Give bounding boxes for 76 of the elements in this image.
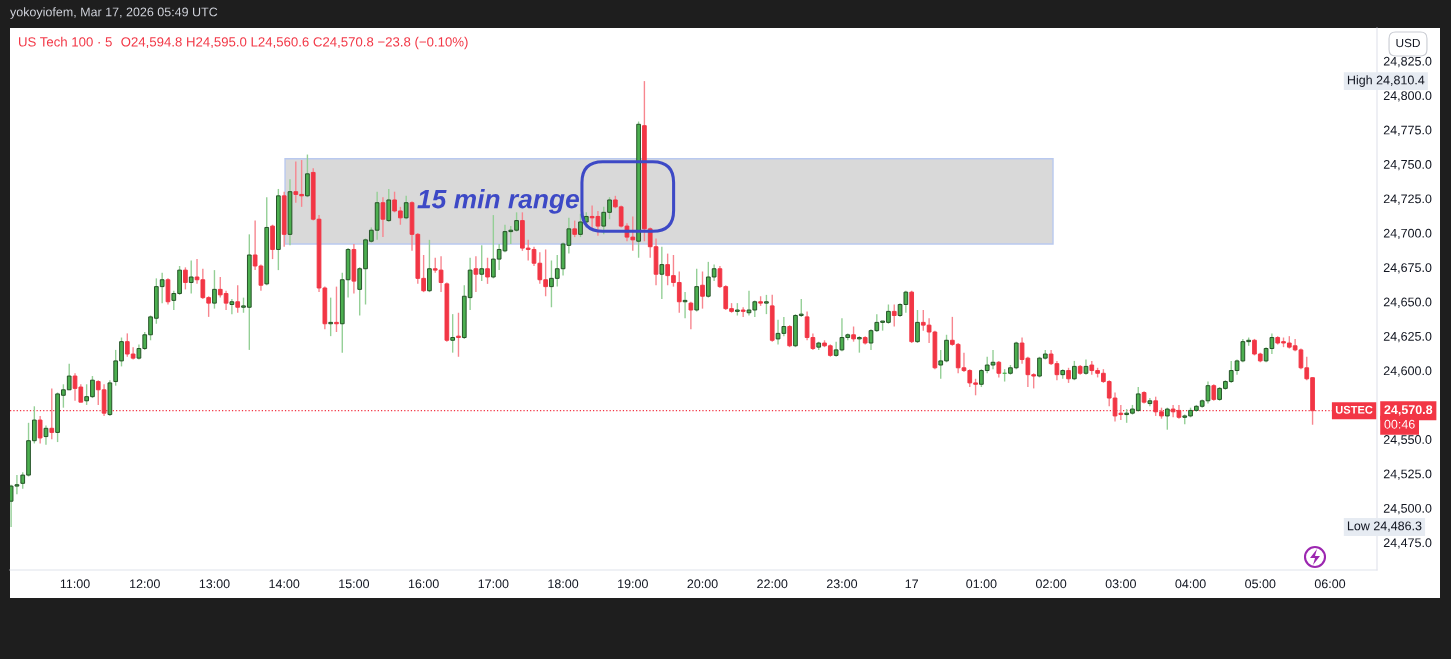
candlestick	[473, 255, 479, 293]
candlestick	[915, 309, 920, 344]
x-tick-label: 16:00	[408, 579, 439, 589]
text: 24,570.8	[1384, 405, 1433, 416]
y-tick-label: 24,600.0	[1383, 366, 1432, 377]
x-tick-label: 22:00	[757, 579, 788, 589]
y-tick-label: 24,625.0	[1383, 331, 1432, 343]
candlestick	[188, 259, 194, 295]
candlestick	[427, 239, 432, 293]
x-tick-label: 03:00	[1105, 579, 1136, 589]
text: US Tech 100 · 5	[19, 36, 112, 47]
candlestick	[682, 291, 688, 319]
x-tick-label: 04:00	[1175, 579, 1206, 589]
candlestick	[334, 285, 339, 333]
candlestick	[37, 415, 43, 445]
candlestick	[787, 324, 793, 348]
x-tick-label: 23:00	[826, 579, 858, 589]
candlestick	[659, 246, 665, 300]
y-tick-label: 24,725.0	[1383, 194, 1432, 205]
y-tick-label: 24,475.0	[1383, 538, 1432, 549]
x-tick-label: 15:00	[339, 579, 370, 589]
candlestick	[328, 296, 334, 337]
y-tick-label: 24,700.0	[1383, 228, 1432, 240]
candlestick	[764, 294, 769, 315]
candlestick	[403, 195, 409, 220]
x-tick-label: 14:00	[269, 579, 300, 589]
candlestick	[694, 268, 700, 313]
candlestick	[183, 266, 188, 291]
x-tick-label: 01:00	[966, 579, 997, 589]
candlestick	[212, 269, 217, 310]
y-tick-label: 24,525.0	[1383, 469, 1432, 480]
candlestick	[305, 153, 310, 198]
candlestick	[229, 298, 235, 315]
y-tick-label: 24,550.0	[1383, 435, 1432, 446]
y-tick-label: 24,775.0	[1383, 125, 1432, 136]
candlestick	[700, 270, 705, 310]
ref-line-label: USTEC	[1335, 405, 1373, 414]
x-tick-label: 12:00	[130, 579, 160, 589]
candlestick	[450, 313, 456, 354]
text: High 24,810.4	[1347, 75, 1425, 87]
x-tick-label: 17:00	[478, 579, 509, 589]
text: yokoyiofem, Mar 17, 2026 05:49 UTC	[10, 7, 218, 19]
candlestick	[688, 301, 694, 330]
x-tick-label: 20:00	[687, 579, 718, 589]
y-tick-label: 24,750.0	[1383, 159, 1432, 171]
candlestick	[578, 213, 583, 238]
y-tick-label: 24,825.0	[1383, 56, 1432, 68]
band-label: 15 min range	[417, 189, 580, 214]
y-tick-label: 24,800.0	[1383, 91, 1432, 102]
x-tick-label: 11:00	[60, 579, 90, 589]
candlestick	[740, 306, 746, 318]
candlestick	[479, 244, 485, 282]
x-tick-label: 17	[905, 579, 918, 589]
text: Low 24,486.3	[1347, 521, 1422, 532]
x-tick-label: 02:00	[1035, 579, 1067, 589]
y-tick-label: 24,675.0	[1383, 263, 1432, 274]
candlestick	[43, 424, 49, 446]
candlestick	[386, 188, 392, 223]
text: 00:46	[1384, 419, 1415, 429]
candlestick	[1072, 360, 1077, 381]
candlestick	[891, 303, 897, 328]
text: USD	[1396, 38, 1420, 48]
x-tick-label: 19:00	[618, 579, 648, 589]
candlestick	[165, 277, 171, 306]
x-tick-label: 18:00	[548, 579, 579, 589]
x-tick-label: 05:00	[1245, 579, 1276, 589]
x-tick-label: 06:00	[1314, 579, 1346, 589]
annotation: O24,594.8 H24,595.0 L24,560.6 C24,570.8 −23.8 (−0.10%)	[121, 36, 468, 50]
candlestick	[485, 257, 490, 285]
candlestick	[270, 224, 275, 260]
x-tick-label: 13:00	[199, 579, 230, 589]
y-tick-label: 24,650.0	[1383, 297, 1432, 308]
y-tick-label: 24,500.0	[1383, 503, 1432, 515]
candlestick	[380, 196, 386, 238]
candlestick	[456, 312, 461, 358]
candlestick	[235, 284, 241, 314]
